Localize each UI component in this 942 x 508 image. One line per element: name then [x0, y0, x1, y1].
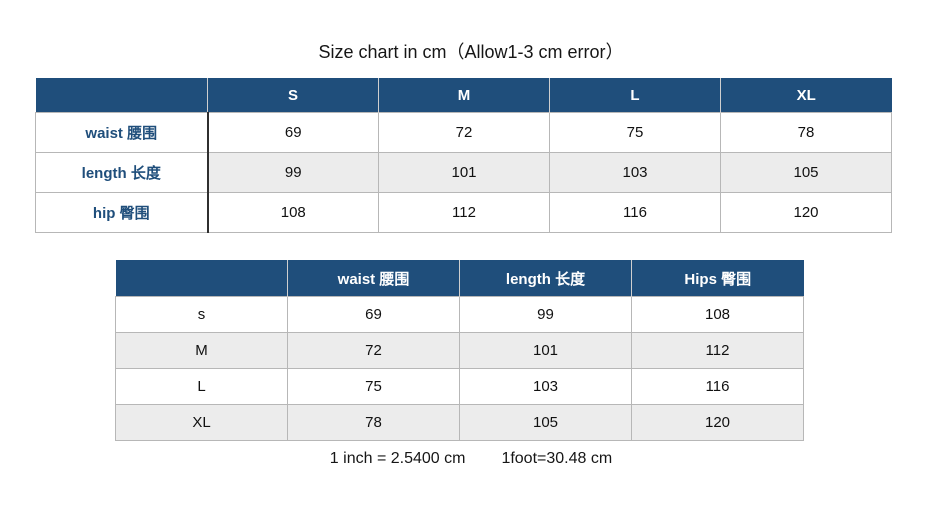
conversion-note: 1 inch = 2.5400 cm 1foot=30.48 cm: [0, 450, 942, 468]
size-cell: 116: [631, 368, 804, 405]
size-cell: 75: [549, 112, 721, 153]
row-label-waist: waist 腰围: [35, 112, 209, 153]
size-cell: 108: [631, 296, 804, 333]
foot-conversion-text: 1foot=30.48 cm: [501, 450, 613, 467]
corner-header-cell: [35, 78, 208, 113]
size-cell: 101: [459, 332, 632, 369]
header-row: S M L XL: [35, 78, 892, 113]
row-label-hip: hip 臀围: [35, 192, 209, 233]
corner-header-cell: [115, 260, 288, 297]
size-cell: 120: [720, 192, 892, 233]
column-header-s: S: [207, 78, 379, 113]
size-cell: 99: [459, 296, 632, 333]
size-cell: 116: [549, 192, 721, 233]
column-header-waist: waist 腰围: [287, 260, 460, 297]
size-cell: 69: [207, 112, 379, 153]
table-row-s: s 69 99 108: [115, 296, 804, 333]
row-label-xl: XL: [115, 404, 288, 441]
size-cell: 103: [549, 152, 721, 193]
header-row: waist 腰围 length 长度 Hips 臀围: [115, 260, 804, 297]
row-label-m: M: [115, 332, 288, 369]
size-cell: 112: [631, 332, 804, 369]
size-chart-vertical-table: waist 腰围 length 长度 Hips 臀围 s 69 99 108 M…: [115, 260, 804, 441]
size-cell: 72: [378, 112, 550, 153]
size-cell: 105: [720, 152, 892, 193]
size-cell: 75: [287, 368, 460, 405]
column-header-hips: Hips 臀围: [631, 260, 804, 297]
table-row-m: M 72 101 112: [115, 332, 804, 369]
size-cell: 99: [207, 152, 379, 193]
column-header-m: M: [378, 78, 550, 113]
table-row-l: L 75 103 116: [115, 368, 804, 405]
column-header-length: length 长度: [459, 260, 632, 297]
size-cell: 78: [720, 112, 892, 153]
row-label-length: length 长度: [35, 152, 209, 193]
page-title: Size chart in cm（Allow1-3 cm error）: [318, 42, 624, 62]
table-row-length: length 长度 99 101 103 105: [35, 152, 892, 193]
size-chart-horizontal-table: S M L XL waist 腰围 69 72 75 78 length 长度 …: [35, 78, 892, 233]
column-header-xl: XL: [720, 78, 892, 113]
size-cell: 103: [459, 368, 632, 405]
size-cell: 72: [287, 332, 460, 369]
size-cell: 105: [459, 404, 632, 441]
size-cell: 112: [378, 192, 550, 233]
inch-conversion-text: 1 inch = 2.5400 cm: [329, 450, 466, 467]
table-row-waist: waist 腰围 69 72 75 78: [35, 112, 892, 153]
row-label-l: L: [115, 368, 288, 405]
table-row-hip: hip 臀围 108 112 116 120: [35, 192, 892, 233]
size-cell: 69: [287, 296, 460, 333]
table-row-xl: XL 78 105 120: [115, 404, 804, 441]
size-cell: 101: [378, 152, 550, 193]
column-header-l: L: [549, 78, 721, 113]
row-label-s: s: [115, 296, 288, 333]
size-cell: 108: [207, 192, 379, 233]
size-cell: 78: [287, 404, 460, 441]
size-cell: 120: [631, 404, 804, 441]
